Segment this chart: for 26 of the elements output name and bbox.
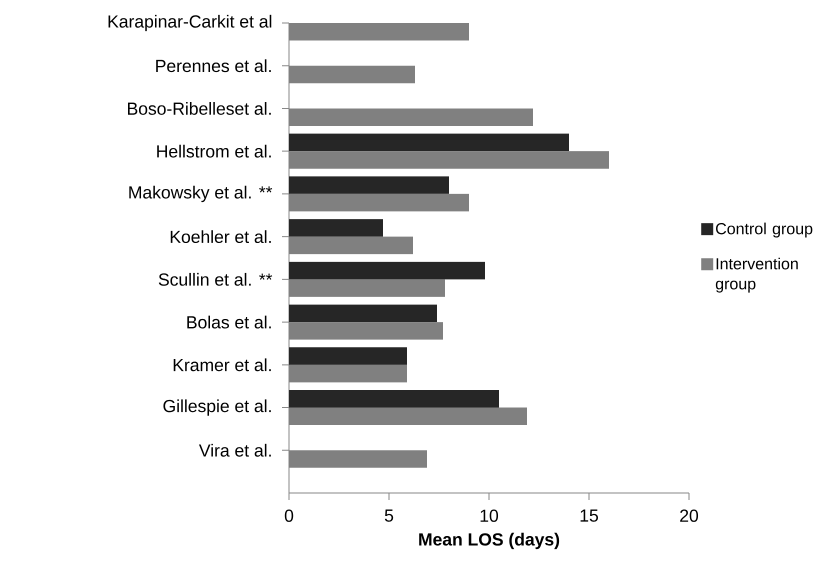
x-axis-title: Mean LOS (days) [419,532,560,550]
x-tick-label: 20 [680,510,698,522]
y-tick-label: Perennes et al. [156,59,271,72]
y-tick-label: Scullin et al. ** [158,272,272,286]
y-tick-label: Gillespie et al. [163,399,271,416]
x-tick-label: 15 [580,510,598,522]
y-tick-label: Makowsky et al. ** [129,186,272,202]
legend-label: Intervention group [716,258,798,293]
y-tick-label: Boso-Ribelleset al. [128,102,271,115]
bar [289,219,383,237]
x-tick-label: 0 [284,510,294,522]
legend-label: Control group [716,222,812,238]
bar [289,390,499,408]
bar [289,304,437,322]
y-tick-label: Hellstrom et al. [157,144,271,158]
y-tick-label: Kramer et al. [174,358,271,372]
bar [289,262,485,280]
y-tick-label: Bolas et al. [187,316,271,329]
y-tick-label: Karapinar-Carkit et al [108,14,272,32]
bar [289,347,407,365]
bar [289,134,569,152]
y-tick-label: Koehler et al. [170,230,271,244]
x-tick-label: 5 [384,510,394,522]
bar [289,176,449,194]
y-tick-label: Vira et al. [198,444,271,457]
x-tick-label: 10 [480,510,498,522]
